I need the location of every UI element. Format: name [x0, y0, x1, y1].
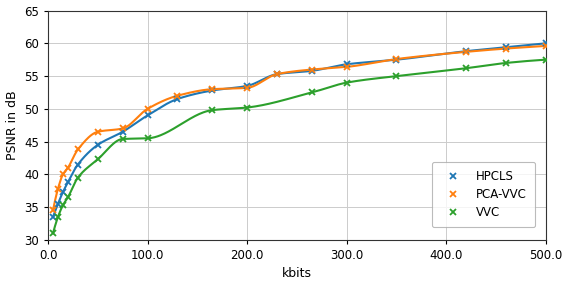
HPCLS	[274, 72, 281, 76]
HPCLS	[74, 163, 81, 166]
PCA-VVC	[542, 44, 549, 48]
HPCLS	[542, 41, 549, 45]
HPCLS	[503, 45, 509, 49]
HPCLS	[174, 97, 181, 101]
Y-axis label: PSNR in dB: PSNR in dB	[6, 90, 19, 160]
HPCLS	[94, 143, 101, 147]
PCA-VVC	[144, 107, 151, 111]
PCA-VVC	[49, 209, 56, 212]
PCA-VVC	[55, 187, 61, 190]
VVC	[60, 203, 66, 207]
VVC	[343, 81, 350, 84]
PCA-VVC	[343, 65, 350, 69]
PCA-VVC	[209, 88, 216, 91]
VVC	[503, 61, 509, 65]
Line: VVC: VVC	[49, 56, 549, 237]
PCA-VVC	[174, 94, 181, 98]
VVC	[308, 91, 315, 94]
VVC	[393, 74, 400, 78]
PCA-VVC	[74, 148, 81, 151]
VVC	[542, 58, 549, 61]
HPCLS	[119, 130, 126, 134]
PCA-VVC	[503, 47, 509, 50]
HPCLS	[60, 190, 66, 194]
VVC	[55, 215, 61, 219]
PCA-VVC	[94, 130, 101, 134]
Legend: HPCLS, PCA-VVC, VVC: HPCLS, PCA-VVC, VVC	[432, 162, 535, 227]
VVC	[65, 196, 72, 199]
HPCLS	[209, 89, 216, 92]
HPCLS	[65, 180, 72, 184]
HPCLS	[463, 49, 470, 53]
X-axis label: kbits: kbits	[282, 267, 312, 281]
PCA-VVC	[308, 68, 315, 71]
Line: HPCLS: HPCLS	[49, 40, 549, 221]
VVC	[119, 137, 126, 141]
VVC	[209, 108, 216, 112]
PCA-VVC	[65, 166, 72, 170]
HPCLS	[144, 114, 151, 117]
PCA-VVC	[119, 127, 126, 130]
HPCLS	[343, 63, 350, 66]
VVC	[463, 66, 470, 70]
HPCLS	[308, 69, 315, 73]
HPCLS	[49, 215, 56, 219]
PCA-VVC	[393, 57, 400, 61]
PCA-VVC	[463, 50, 470, 53]
HPCLS	[244, 84, 250, 88]
VVC	[244, 106, 250, 109]
VVC	[74, 176, 81, 179]
VVC	[144, 137, 151, 140]
HPCLS	[393, 58, 400, 61]
HPCLS	[55, 202, 61, 206]
VVC	[94, 158, 101, 161]
Line: PCA-VVC: PCA-VVC	[49, 42, 549, 214]
PCA-VVC	[244, 86, 250, 90]
PCA-VVC	[274, 72, 281, 76]
VVC	[49, 232, 56, 235]
PCA-VVC	[60, 173, 66, 176]
